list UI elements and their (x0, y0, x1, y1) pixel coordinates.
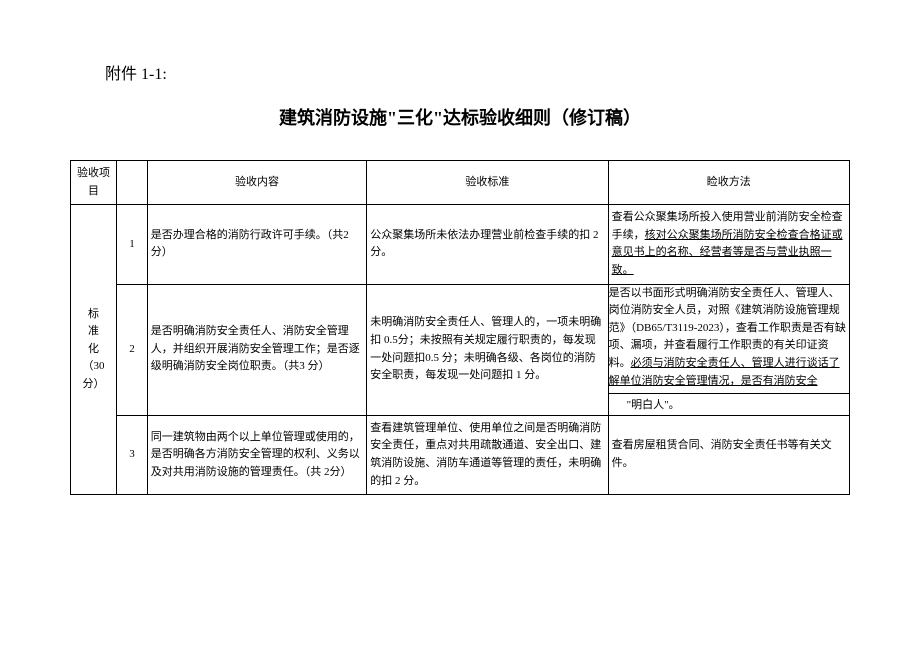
project-cell: 标 准 化 （30 分） (71, 205, 117, 495)
header-num (117, 161, 148, 205)
header-project: 验收项目 (71, 161, 117, 205)
project-score: （30 分） (74, 358, 113, 393)
row-num: 3 (117, 415, 148, 494)
row-standard: 查看建筑管理单位、使用单位之间是否明确消防安全责任，重点对共用疏散通道、安全出口… (367, 415, 608, 494)
document-title: 建筑消防设施"三化"达标验收细则（修订稿） (70, 104, 850, 130)
row-content: 是否办理合格的消防行政许可手续。（共2 分） (147, 205, 366, 284)
header-method: 睑收方法 (608, 161, 849, 205)
row-content: 是否明确消防安全责任人、消防安全管理人，并组织开展消防安全管理工作；是否逐级明确… (147, 284, 366, 415)
table-row: 3 同一建筑物由两个以上单位管理或使用的，是否明确各方消防安全管理的权利、义务以… (71, 415, 850, 494)
attachment-label: 附件 1-1: (105, 60, 850, 84)
project-name: 标 准 化 (74, 306, 113, 359)
row-standard: 未明确消防安全责任人、管理人的，一项未明确扣 0.5分；未按照有关规定履行职责的… (367, 284, 608, 415)
row-method: 查看房屋租赁合同、消防安全责任书等有关文件。 (608, 415, 849, 494)
row-method: 查看公众聚集场所投入使用营业前消防安全检查手续，核对公众聚集场所消防安全检查合格… (608, 205, 849, 284)
table-row: 标 准 化 （30 分） 1 是否办理合格的消防行政许可手续。（共2 分） 公众… (71, 205, 850, 284)
header-content: 验收内容 (147, 161, 366, 205)
row-method: 是否以书面形式明确消防安全责任人、管理人、岗位消防安全人员，对照《建筑消防设施管… (608, 284, 849, 415)
row-content: 同一建筑物由两个以上单位管理或使用的，是否明确各方消防安全管理的权利、义务以及对… (147, 415, 366, 494)
table-row: 2 是否明确消防安全责任人、消防安全管理人，并组织开展消防安全管理工作；是否逐级… (71, 284, 850, 415)
row-num: 1 (117, 205, 148, 284)
header-standard: 验收标准 (367, 161, 608, 205)
row-num: 2 (117, 284, 148, 415)
table-header-row: 验收项目 验收内容 验收标准 睑收方法 (71, 161, 850, 205)
row-standard: 公众聚集场所未依法办理营业前检查手续的扣 2 分。 (367, 205, 608, 284)
document-page: 附件 1-1: 建筑消防设施"三化"达标验收细则（修订稿） 验收项目 验收内容 … (0, 0, 920, 515)
acceptance-table: 验收项目 验收内容 验收标准 睑收方法 标 准 化 （30 分） 1 是否办理合… (70, 160, 850, 495)
